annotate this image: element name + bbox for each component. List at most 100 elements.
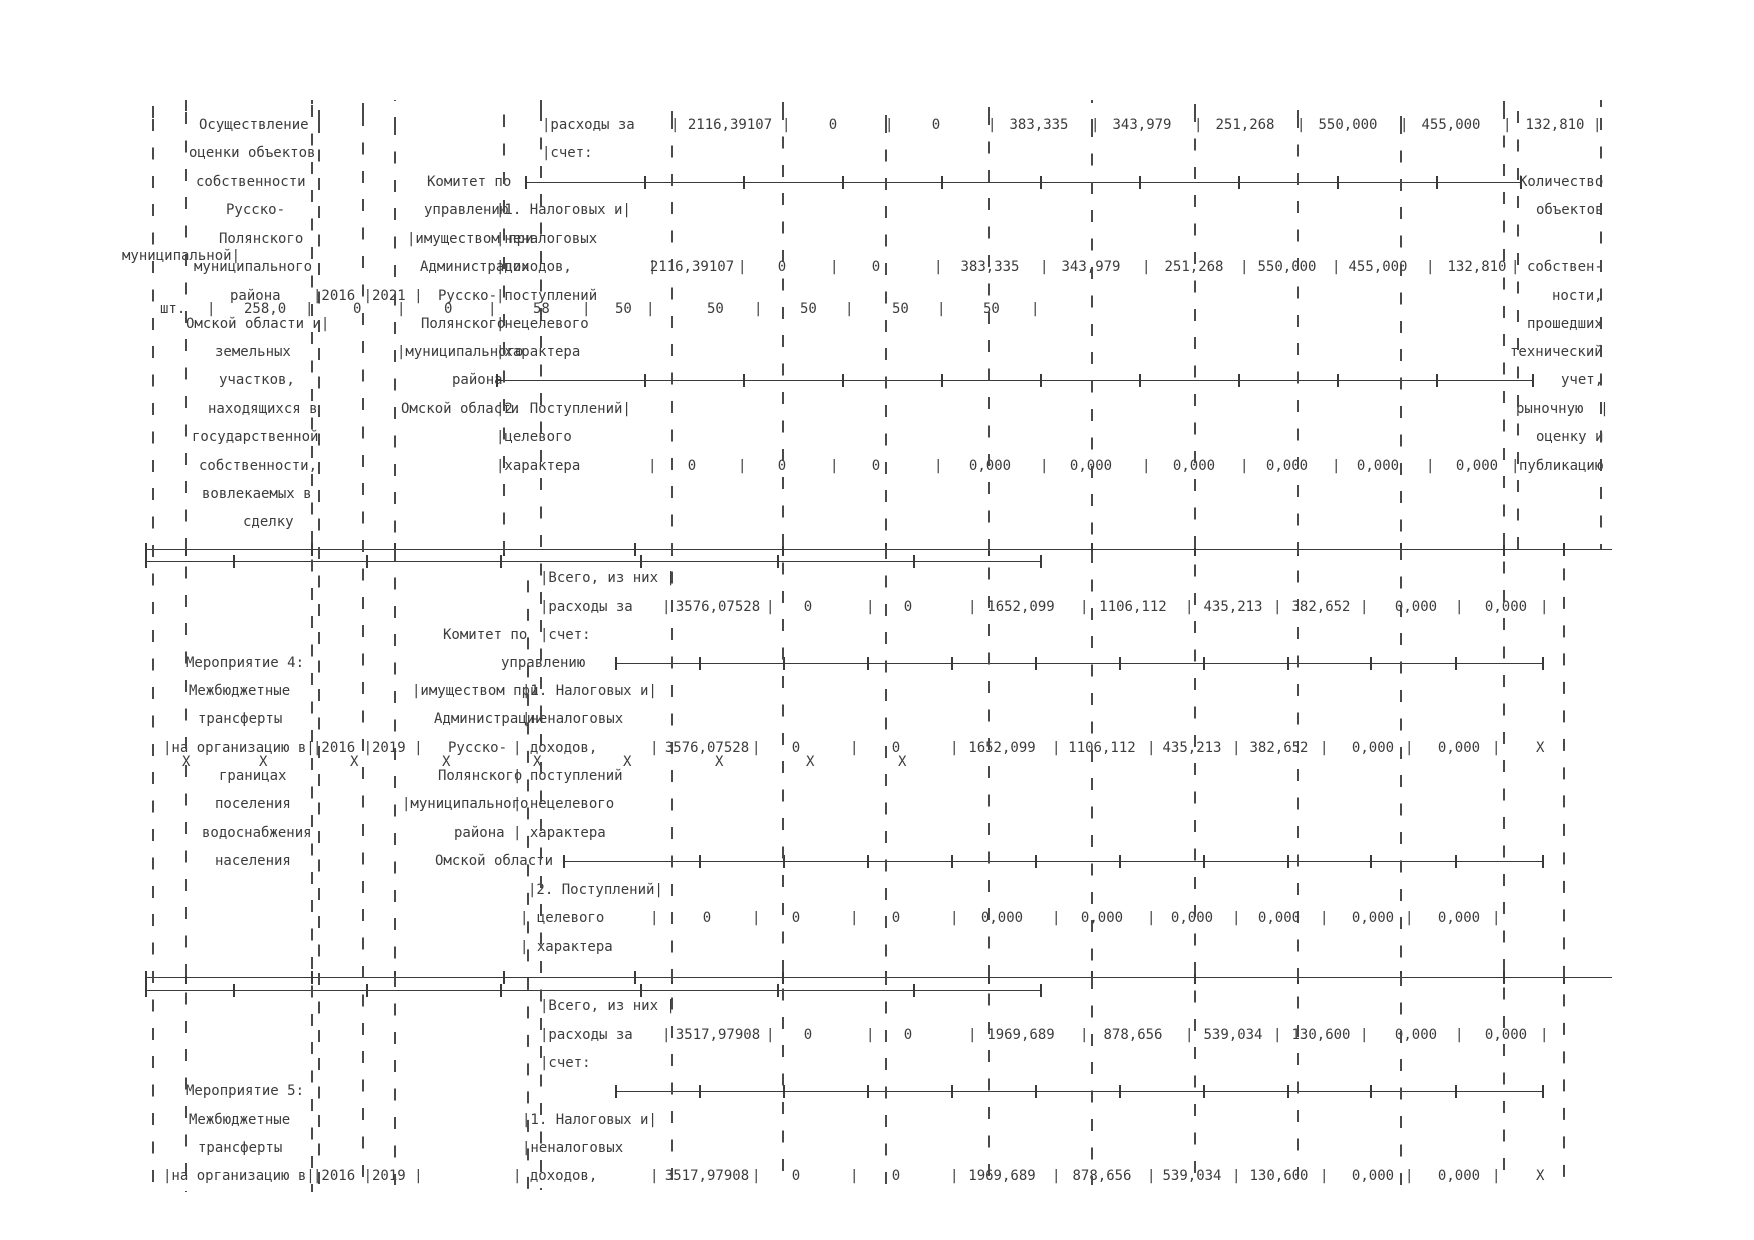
table-value: 251,268 — [1215, 117, 1275, 133]
table-rule-vertical — [318, 100, 320, 1190]
column-pipe: | — [1240, 259, 1249, 275]
text-fragment: Осуществление — [199, 117, 309, 133]
text-fragment: |1. Налоговых и| — [496, 202, 631, 218]
text-fragment: | — [207, 301, 216, 317]
text-fragment: |на организацию в| — [163, 740, 315, 756]
column-pipe: | — [1297, 117, 1306, 133]
column-pipe: | — [738, 458, 747, 474]
table-rule-vertical — [311, 100, 313, 1192]
table-rule-tick — [1370, 1084, 1372, 1098]
table-rule-tick — [842, 175, 844, 189]
text-fragment: |неналоговых — [522, 1140, 624, 1156]
table-rule-tick — [1035, 854, 1037, 868]
column-pipe: | — [1232, 1168, 1241, 1184]
table-rule-tick — [1040, 373, 1042, 387]
table-rule-vertical — [503, 100, 505, 555]
table-value: 383,335 — [960, 259, 1020, 275]
table-rule-tick — [496, 373, 498, 387]
table-rule-tick — [1287, 854, 1289, 868]
text-fragment: собственности — [196, 174, 306, 190]
text-fragment: | — [646, 301, 655, 317]
table-value: 130,600 — [1291, 1027, 1351, 1043]
column-pipe: | — [1240, 458, 1249, 474]
column-pipe: | — [1400, 117, 1409, 133]
text-fragment: |Всего, из них | — [540, 998, 675, 1014]
table-value: 878,656 — [1103, 1027, 1163, 1043]
table-rule-tick — [500, 983, 502, 997]
table-rule-tick — [563, 854, 565, 868]
column-pipe: | — [1540, 1027, 1549, 1043]
column-pipe: | — [1593, 117, 1602, 133]
text-fragment: 0 — [444, 301, 453, 317]
table-rule-tick — [867, 656, 869, 670]
table-rule-vertical — [1517, 100, 1519, 549]
table-rule-tick — [145, 554, 147, 568]
table-value: 0,000 — [1080, 910, 1124, 926]
text-fragment: |расходы за — [542, 117, 635, 133]
table-value: 1969,689 — [968, 1168, 1036, 1184]
table-rule-tick — [867, 1084, 869, 1098]
table-value: 0 — [803, 599, 813, 615]
table-rule-tick — [913, 554, 915, 568]
text-fragment: муниципального — [194, 259, 313, 275]
table-value: 0,000 — [1170, 910, 1214, 926]
table-rule-horizontal — [145, 990, 1040, 991]
column-pipe: | — [934, 458, 943, 474]
table-rule-tick — [1040, 554, 1042, 568]
column-pipe: | — [1232, 910, 1241, 926]
table-rule-tick — [783, 656, 785, 670]
text-fragment: публикацию — [1519, 458, 1604, 474]
table-rule-tick — [500, 554, 502, 568]
text-fragment: |нецелевого — [496, 316, 589, 332]
table-value: 382,652 — [1291, 599, 1351, 615]
table-rule-vertical — [185, 100, 187, 1192]
table-value: 539,034 — [1203, 1027, 1263, 1043]
text-fragment: |расходы за — [540, 1027, 633, 1043]
table-rule-tick — [743, 175, 745, 189]
table-rule-tick — [1436, 175, 1438, 189]
table-rule-tick — [1139, 373, 1141, 387]
text-fragment: находящихся в — [208, 401, 318, 417]
column-pipe: | — [885, 117, 894, 133]
text-fragment: объектов — [1536, 202, 1604, 218]
column-pipe: | — [1511, 458, 1520, 474]
table-rule-tick — [951, 656, 953, 670]
text-fragment: | доходов, — [513, 740, 598, 756]
column-pipe: | — [1405, 1168, 1414, 1184]
text-fragment: |2016 |2021 | — [313, 288, 423, 304]
column-pipe: | — [830, 259, 839, 275]
column-pipe: | — [1091, 117, 1100, 133]
text-fragment: X — [898, 754, 907, 770]
text-fragment: Межбюджетные — [189, 1112, 291, 1128]
column-pipe: | — [648, 458, 657, 474]
table-rule-vertical — [671, 100, 673, 1185]
table-value: 0 — [791, 910, 801, 926]
column-pipe: | — [1194, 117, 1203, 133]
table-value: 130,600 — [1249, 1168, 1309, 1184]
text-fragment: района — [452, 372, 503, 388]
table-rule-horizontal — [145, 561, 1040, 562]
text-fragment: | целевого — [520, 910, 605, 926]
table-value: 0,000 — [1484, 599, 1528, 615]
table-value: 343,979 — [1112, 117, 1172, 133]
column-pipe: | — [1320, 1168, 1329, 1184]
text-fragment: |целевого — [496, 429, 572, 445]
column-pipe: | — [1147, 910, 1156, 926]
column-pipe: | — [968, 599, 977, 615]
table-rule-tick — [777, 554, 779, 568]
table-value: 0,000 — [1351, 740, 1395, 756]
text-fragment: |2. Поступлений| — [496, 401, 631, 417]
table-rule-tick — [615, 656, 617, 670]
column-pipe: | — [1185, 1027, 1194, 1043]
table-value: 0,000 — [1356, 458, 1400, 474]
text-fragment: 258,0 — [244, 301, 287, 317]
text-fragment: учет, — [1561, 372, 1604, 388]
text-fragment: |2016 |2019 | — [313, 1168, 423, 1184]
text-fragment: |2. Поступлений| — [528, 882, 663, 898]
table-value: 1106,112 — [1068, 740, 1136, 756]
text-fragment: 50 — [983, 301, 1000, 317]
column-pipe: | — [950, 1168, 959, 1184]
table-value: 132,810 — [1525, 117, 1585, 133]
table-value: 0 — [702, 910, 712, 926]
text-fragment: |1. Налоговых и| — [522, 1112, 657, 1128]
